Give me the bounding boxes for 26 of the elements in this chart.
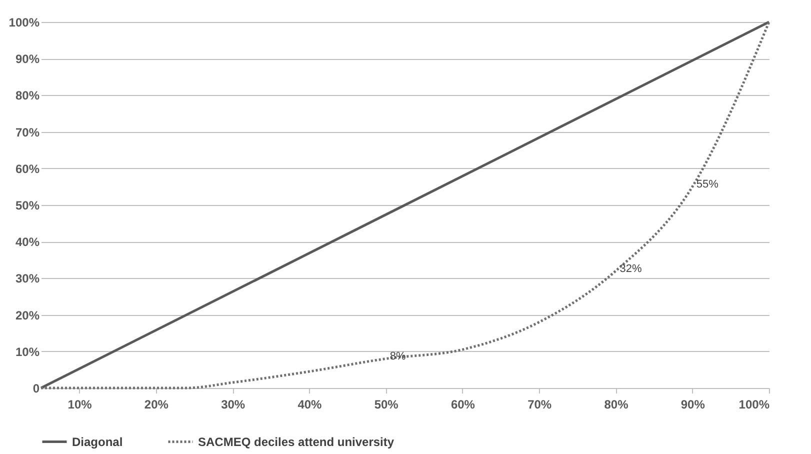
x-tick-label: 30% — [221, 398, 246, 412]
y-tick-label: 60% — [15, 162, 40, 176]
x-tick-label: 50% — [374, 398, 399, 412]
y-tick-label: 40% — [15, 235, 40, 250]
y-tick-label: 0 — [32, 382, 40, 396]
y-tick-label: 70% — [15, 125, 40, 140]
x-tick-label: 10% — [68, 398, 92, 412]
data-label: 32% — [620, 262, 642, 275]
x-tick-label: 40% — [298, 398, 322, 412]
x-tick-label: 20% — [144, 398, 169, 412]
x-tick-label: 100% — [738, 398, 770, 412]
y-tick-label: 20% — [15, 308, 40, 322]
y-tick-label: 80% — [15, 88, 40, 103]
x-tick-label: 90% — [680, 398, 706, 412]
y-tick-label: 90% — [15, 52, 40, 66]
legend-label: Diagonal — [72, 434, 123, 449]
data-label: 8% — [390, 350, 406, 363]
y-tick-label: 30% — [15, 272, 40, 286]
data-label: 55% — [696, 178, 719, 191]
x-tick-label: 80% — [604, 398, 629, 412]
x-tick-label: 60% — [450, 398, 476, 412]
legend-label: SACMEQ deciles attend university — [198, 434, 394, 449]
x-tick-label: 70% — [528, 398, 552, 412]
y-tick-label: 10% — [15, 344, 40, 359]
y-tick-label: 100% — [8, 16, 40, 30]
y-tick-label: 50% — [15, 198, 40, 212]
